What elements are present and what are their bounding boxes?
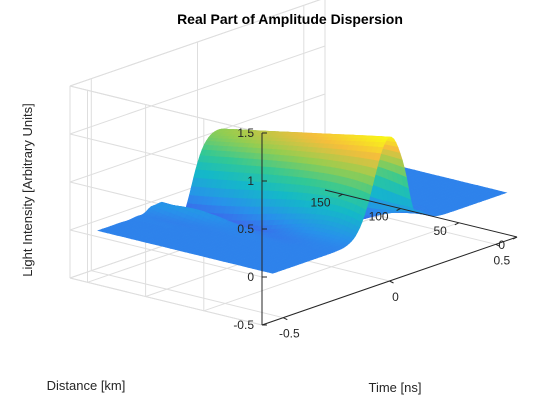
y-tick-mark <box>512 236 518 240</box>
x-tick-label: -0.5 <box>279 327 300 341</box>
z-tick-label: 1.5 <box>237 126 254 140</box>
grid-line <box>203 222 459 312</box>
x-tick-label: 0 <box>392 290 399 304</box>
x-tick-label: 0.5 <box>493 253 510 267</box>
x-tick-mark <box>495 243 501 247</box>
surface-patch <box>498 191 508 194</box>
chart-title: Real Part of Amplitude Dispersion <box>177 11 403 27</box>
z-tick-label: 0 <box>247 270 254 284</box>
z-tick-label: -0.5 <box>233 318 254 332</box>
grid-line <box>91 270 284 319</box>
grid-line <box>69 229 263 278</box>
axes <box>261 132 518 326</box>
y-tick-mark <box>338 193 343 197</box>
y-tick-label: 150 <box>310 195 330 209</box>
x-axis-label: Time [ns] <box>369 380 422 395</box>
z-tick-label: 1 <box>247 174 254 188</box>
y-tick-mark <box>396 208 401 211</box>
z-tick-label: 0.5 <box>237 222 254 236</box>
x-tick-mark <box>389 280 394 284</box>
y-axis-label: Distance [km] <box>47 378 126 393</box>
surface-plot <box>97 128 508 274</box>
y-tick-label: 0 <box>498 238 505 252</box>
y-tick-mark <box>454 222 460 226</box>
x-tick-mark <box>283 317 288 321</box>
grid-line <box>69 277 263 326</box>
grid-line <box>69 85 263 134</box>
z-axis-label: Light Intensity [Arbitrary Units] <box>20 103 35 276</box>
y-axis-line <box>324 189 518 238</box>
y-tick-label: 50 <box>433 224 447 238</box>
y-tick-label: 100 <box>369 210 389 224</box>
